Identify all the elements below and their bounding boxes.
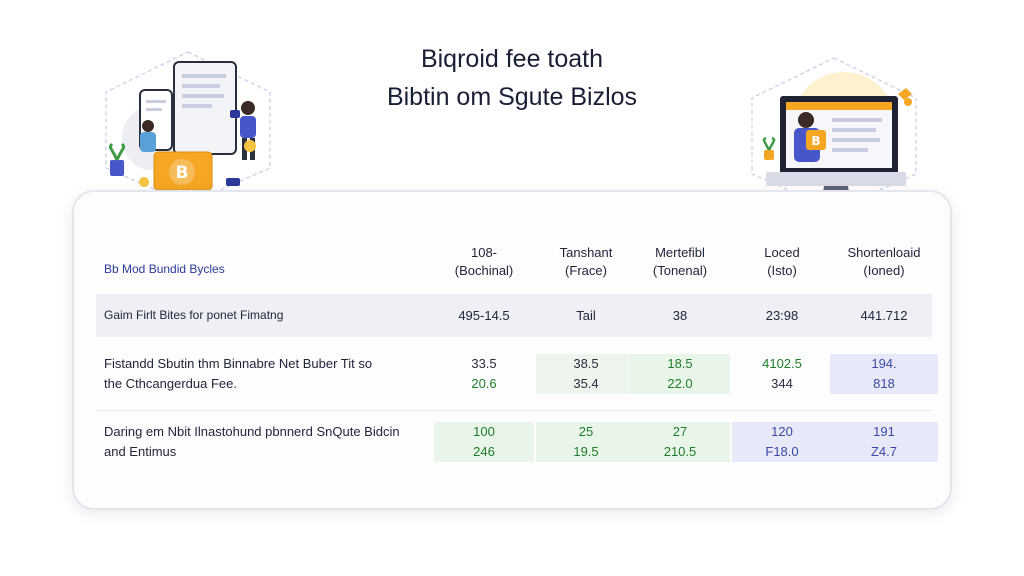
cell-value: 246 xyxy=(434,442,534,462)
table-cell: 27 210.5 xyxy=(630,422,730,462)
table-cell: 194. 818 xyxy=(830,354,938,394)
bitcoin-symbol: B xyxy=(811,134,820,148)
table-cell: 100 246 xyxy=(434,422,534,462)
cell-value: 33.5 xyxy=(471,356,497,371)
table-cell: 4102.5 344 xyxy=(732,354,832,394)
column-header-line2: (Tonenal) xyxy=(652,263,708,278)
title-line-1: Biqroid fee toath xyxy=(420,45,604,73)
table-cell: Tail xyxy=(576,308,596,323)
cell-value: Z4.7 xyxy=(830,442,938,462)
cell-value: 27 xyxy=(630,422,730,442)
row-label-line2: the Cthcangerdua Fee. xyxy=(104,376,237,391)
cell-value: 344 xyxy=(771,376,793,391)
cell-value: 20.6 xyxy=(471,376,497,391)
column-header: Mertefibl (Tonenal) xyxy=(630,244,730,280)
row-label-line1: Fistandd Sbutin thm Binnabre Net Buber T… xyxy=(104,356,373,371)
table-cell: 38 xyxy=(672,308,688,323)
cell-value: 120 xyxy=(732,422,832,442)
table-cell: 23:98 xyxy=(765,308,799,323)
column-header: Shortenloaid (Ioned) xyxy=(830,244,938,280)
cell-value: 22.0 xyxy=(630,374,730,394)
table-cell: 441.712 xyxy=(860,308,908,323)
table-cell: 33.5 20.6 xyxy=(434,354,534,394)
row-label-line2: and Entimus xyxy=(104,444,177,459)
column-header-line2: (Bochinal) xyxy=(454,263,514,278)
cell-value: 4102.5 xyxy=(762,356,802,371)
row-divider xyxy=(96,410,932,411)
cell-value: 25 xyxy=(536,422,636,442)
column-header-line2: (Ioned) xyxy=(863,263,905,278)
comparison-table-card: Bb Mod Bundid Bycles 108- (Bochinal) Tan… xyxy=(72,190,952,510)
cell-value: 19.5 xyxy=(536,442,636,462)
column-header-line1: Tanshant xyxy=(559,245,613,260)
row-label: Gaim Firlt Bites for ponet Fimatng xyxy=(104,308,284,322)
table-cell: 38.5 35.4 xyxy=(536,354,636,394)
table-cell: 18.5 22.0 xyxy=(630,354,730,394)
table-cell: 495-14.5 xyxy=(458,308,510,323)
table-cell: 120 F18.0 xyxy=(732,422,832,462)
cell-value: 18.5 xyxy=(630,354,730,374)
page-title: Biqroid fee toath Bibtin om Sgute Bizlos xyxy=(0,40,1024,116)
cell-value: 194. xyxy=(830,354,938,374)
bitcoin-card-symbol: B xyxy=(176,163,189,183)
bitcoin-people-devices-illustration: B xyxy=(102,48,274,206)
column-header-line2: (Frace) xyxy=(565,263,607,278)
table-row: Daring em Nbit Ilnastohund pbnnerd SnQut… xyxy=(104,422,400,462)
cell-value: 210.5 xyxy=(630,442,730,462)
column-header: Tanshant (Frace) xyxy=(536,244,636,280)
column-header-line1: Shortenloaid xyxy=(847,245,921,260)
column-header-line1: Loced xyxy=(764,245,800,260)
column-header-line2: (Isto) xyxy=(767,263,797,278)
cell-value: F18.0 xyxy=(732,442,832,462)
table-label: Bb Mod Bundid Bycles xyxy=(104,262,225,276)
table-cell: 191 Z4.7 xyxy=(830,422,938,462)
column-header-line1: 108- xyxy=(470,245,498,260)
cell-value: 191 xyxy=(830,422,938,442)
column-header: Loced (Isto) xyxy=(732,244,832,280)
row-label-line1: Daring em Nbit Ilnastohund pbnnerd SnQut… xyxy=(104,424,400,439)
table-row-highlight xyxy=(96,294,932,337)
table-row: Fistandd Sbutin thm Binnabre Net Buber T… xyxy=(104,354,372,394)
cell-value: 818 xyxy=(830,374,938,394)
table-cell: 25 19.5 xyxy=(536,422,636,462)
title-line-2: Bibtin om Sgute Bizlos xyxy=(386,83,638,111)
cell-value: 38.5 xyxy=(536,354,636,374)
person-at-computer-illustration: B xyxy=(748,54,920,212)
cell-value: 100 xyxy=(434,422,534,442)
column-header: 108- (Bochinal) xyxy=(434,244,534,280)
column-header-line1: Mertefibl xyxy=(655,245,705,260)
cell-value: 35.4 xyxy=(536,374,636,394)
